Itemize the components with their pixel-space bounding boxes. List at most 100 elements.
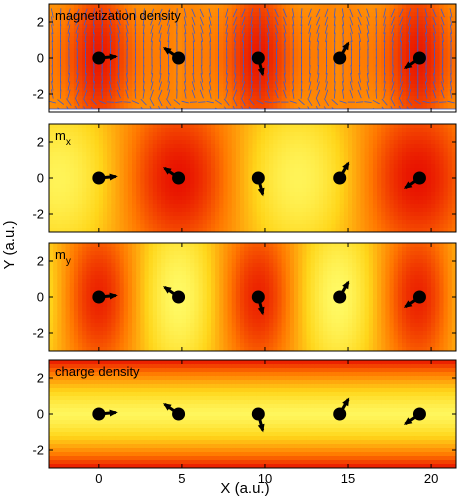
field-vector: [449, 89, 453, 99]
atom-4: [333, 407, 347, 421]
field-vector: [76, 64, 78, 75]
field-vector: [274, 8, 279, 18]
field-vector: [349, 8, 354, 18]
field-vector: [284, 64, 286, 75]
field-vector: [117, 73, 120, 83]
panel-title-text: m: [55, 247, 66, 262]
field-vector: [367, 40, 369, 51]
panel-2: -202 mx: [32, 123, 457, 233]
field-vector: [250, 24, 253, 34]
field-vector: [366, 89, 370, 99]
field-vector: [406, 98, 413, 106]
field-vector: [93, 32, 95, 43]
atom-1: [92, 51, 106, 65]
field-vector: [390, 98, 396, 107]
field-vector: [283, 16, 287, 26]
field-vector: [92, 8, 95, 18]
atom-1: [92, 290, 106, 304]
field-vector: [74, 97, 80, 107]
field-vector: [181, 100, 189, 104]
field-vector: [208, 89, 212, 99]
field-vector: [150, 24, 154, 34]
field-vector: [159, 64, 161, 75]
field-vector: [283, 24, 287, 34]
spin-arrow-head: [403, 417, 413, 425]
field-vector: [68, 40, 70, 51]
field-vector: [367, 64, 369, 75]
field-vector: [440, 8, 445, 18]
spin-arrow-head: [163, 286, 172, 294]
field-vector: [425, 73, 427, 83]
field-vector: [432, 8, 437, 18]
field-vector: [300, 81, 303, 91]
field-vector: [242, 32, 245, 42]
field-vector: [450, 73, 452, 83]
spin-arrow-head: [109, 409, 118, 417]
y-tick-label: -2: [32, 207, 44, 222]
field-vector: [108, 8, 113, 18]
field-vector: [49, 100, 56, 104]
field-vector: [449, 16, 453, 26]
field-vector: [400, 40, 402, 51]
field-vector: [150, 32, 154, 42]
field-vector: [166, 8, 171, 18]
field-vector: [331, 99, 338, 106]
field-vector: [323, 98, 330, 107]
field-vector: [143, 73, 145, 83]
field-vector: [358, 73, 361, 83]
field-vector: [250, 32, 253, 43]
field-vector: [101, 73, 103, 83]
field-vector: [108, 16, 113, 26]
field-vector: [350, 40, 353, 51]
field-vector: [333, 16, 336, 26]
field-vector: [375, 8, 377, 18]
field-vector: [208, 81, 212, 91]
field-vector: [316, 16, 321, 26]
field-vector: [372, 99, 380, 105]
field-vector: [267, 40, 269, 51]
field-vector: [316, 73, 320, 83]
field-vector: [316, 32, 320, 42]
field-vector: [350, 32, 353, 42]
field-vector: [267, 32, 270, 43]
field-vector: [433, 73, 436, 83]
field-vector: [67, 73, 70, 83]
field-vector: [234, 40, 236, 51]
field-vector: [200, 24, 204, 34]
field-vector: [167, 73, 170, 83]
field-vector: [83, 89, 88, 99]
field-vector: [206, 101, 214, 104]
field-vector: [267, 73, 270, 83]
field-vector: [408, 81, 411, 91]
field-vector: [292, 16, 295, 26]
field-vector: [390, 8, 396, 18]
field-vector: [191, 24, 196, 34]
field-vector: [109, 32, 112, 43]
field-vector: [118, 40, 120, 51]
field-vector: [248, 98, 255, 106]
field-vector: [150, 81, 154, 91]
field-vector: [67, 8, 71, 18]
field-vector: [191, 16, 196, 26]
field-vector: [266, 16, 270, 26]
field-vector: [150, 89, 154, 99]
field-vector: [115, 101, 123, 103]
field-vector: [225, 73, 228, 83]
atom-5: [412, 290, 426, 304]
field-vector: [151, 64, 153, 75]
field-vector: [308, 32, 311, 43]
field-vector: [383, 16, 386, 26]
field-vector: [142, 32, 145, 43]
field-vector: [259, 16, 261, 26]
atom-4: [333, 290, 347, 304]
field-vector: [442, 64, 444, 75]
field-vector: [51, 32, 54, 43]
field-vector: [398, 8, 404, 18]
field-vector: [241, 16, 246, 26]
field-vector: [441, 73, 444, 83]
field-vector: [300, 16, 303, 26]
field-vector: [272, 101, 281, 103]
field-vector: [308, 81, 312, 91]
field-vector: [101, 32, 103, 43]
field-vector: [264, 101, 272, 103]
